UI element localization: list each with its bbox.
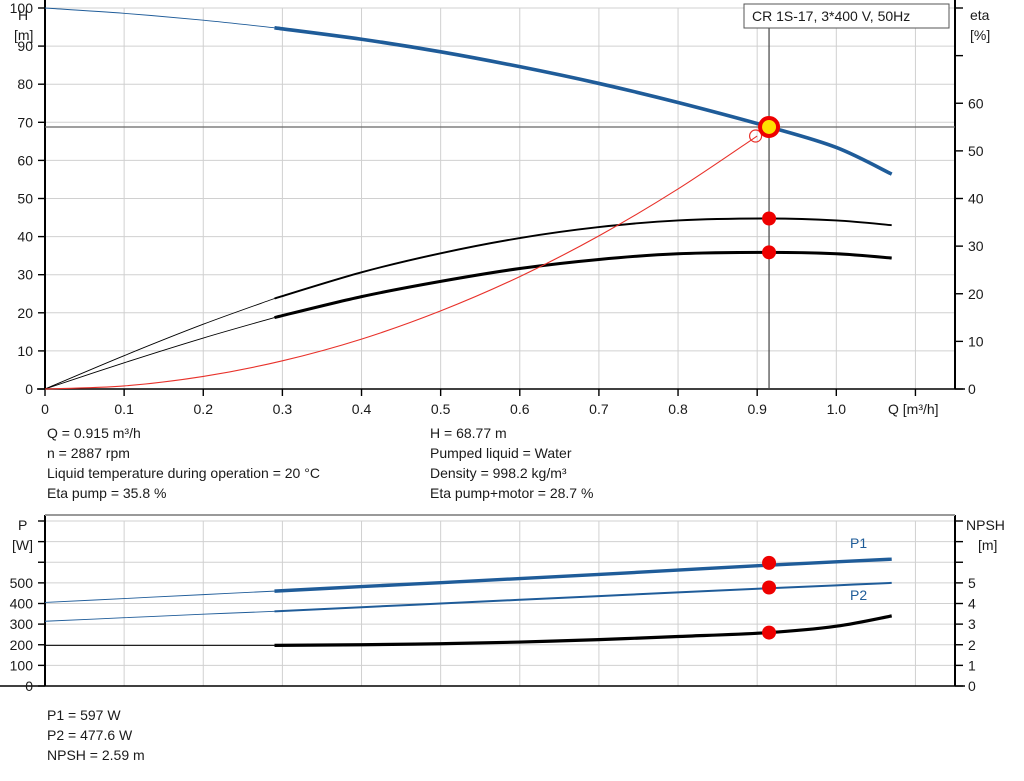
- svg-text:80: 80: [17, 76, 33, 92]
- system-curve-intersection-marker: [748, 129, 763, 143]
- svg-text:300: 300: [10, 616, 34, 632]
- svg-text:60: 60: [17, 152, 33, 168]
- svg-text:90: 90: [17, 38, 33, 54]
- duty-point-guides: [45, 8, 955, 389]
- svg-text:H: H: [18, 7, 28, 23]
- p1-duty-marker: [762, 555, 777, 570]
- svg-text:0.6: 0.6: [510, 401, 530, 417]
- svg-text:200: 200: [10, 637, 34, 653]
- svg-text:0: 0: [25, 678, 33, 694]
- power-npsh-chart: 0 100 200 300 400 500 0 1 2 3 4 5 P [W] NPSH [m] P1 P2: [0, 514, 1005, 694]
- top-curves: [44, 7, 893, 390]
- svg-text:70: 70: [17, 114, 33, 130]
- curve-eta-pump: [274, 217, 892, 300]
- svg-text:0.3: 0.3: [273, 401, 293, 417]
- svg-text:0: 0: [968, 381, 976, 397]
- svg-text:0.1: 0.1: [114, 401, 134, 417]
- svg-text:30: 30: [17, 267, 33, 283]
- svg-text:P: P: [18, 517, 27, 533]
- svg-text:0.7: 0.7: [589, 401, 609, 417]
- bottom-markers: [762, 555, 777, 640]
- curve-system: [44, 135, 758, 390]
- bottom-axes: [0, 514, 965, 687]
- svg-text:0.2: 0.2: [194, 401, 214, 417]
- svg-text:0.4: 0.4: [352, 401, 372, 417]
- svg-text:1: 1: [968, 657, 976, 673]
- curve-head: [274, 26, 893, 176]
- chart-title-box: [743, 3, 950, 29]
- svg-text:10: 10: [968, 333, 984, 349]
- info-n: n = 2887 rpm: [47, 445, 130, 461]
- curve-eta-pump-motor: [274, 250, 892, 320]
- svg-text:eta: eta: [970, 7, 990, 23]
- info-block-bottom: P1 = 597 W P2 = 477.6 W NPSH = 2.59 m: [47, 705, 145, 765]
- chart-title: CR 1S-17, 3*400 V, 50Hz: [752, 8, 910, 24]
- svg-text:100: 100: [10, 657, 34, 673]
- svg-text:100: 100: [10, 0, 34, 16]
- svg-text:Q [m³/h]: Q [m³/h]: [888, 401, 939, 417]
- svg-text:60: 60: [968, 95, 984, 111]
- svg-text:[W]: [W]: [12, 537, 33, 553]
- curve-eta-pump-motor-thin: [44, 317, 275, 390]
- svg-text:3: 3: [968, 616, 976, 632]
- top-markers: [748, 115, 781, 260]
- info-pumped-liquid: Pumped liquid = Water: [430, 445, 572, 461]
- curve-npsh: [274, 614, 892, 647]
- info-npsh: NPSH = 2.59 m: [47, 747, 145, 763]
- svg-text:20: 20: [17, 305, 33, 321]
- npsh-duty-marker: [762, 625, 777, 640]
- curve-eta-pump-thin: [44, 298, 275, 390]
- svg-text:40: 40: [968, 191, 984, 207]
- p2-curve-label: P2: [850, 587, 867, 603]
- info-liquid-temperature: Liquid temperature during operation = 20…: [47, 465, 320, 481]
- svg-text:0.8: 0.8: [668, 401, 688, 417]
- svg-text:0: 0: [25, 381, 33, 397]
- svg-text:[m]: [m]: [978, 537, 997, 553]
- curve-p1: [274, 557, 892, 593]
- info-p2: P2 = 477.6 W: [47, 727, 133, 743]
- svg-text:30: 30: [968, 238, 984, 254]
- svg-text:4: 4: [968, 596, 976, 612]
- svg-text:NPSH: NPSH: [966, 517, 1005, 533]
- head-eta-chart: 0 10 20 30 40 50 60 70 80 90 100 0 10 20 30 40 50 60 0 0.1 0…: [10, 0, 990, 417]
- svg-text:10: 10: [17, 343, 33, 359]
- top-gridlines: [44, 7, 955, 390]
- info-p1: P1 = 597 W: [47, 707, 121, 723]
- p1-curve-label: P1: [850, 535, 867, 551]
- info-density: Density = 998.2 kg/m³: [430, 465, 567, 481]
- info-h: H = 68.77 m: [430, 425, 507, 441]
- bottom-curves: [44, 557, 892, 647]
- eta-pump-marker: [762, 211, 777, 226]
- svg-text:20: 20: [968, 286, 984, 302]
- svg-text:400: 400: [10, 596, 34, 612]
- curve-p1-thin: [44, 590, 275, 603]
- duty-point-marker[interactable]: [758, 115, 781, 138]
- info-q: Q = 0.915 m³/h: [47, 425, 141, 441]
- svg-text:0: 0: [968, 678, 976, 694]
- p2-duty-marker: [762, 580, 777, 595]
- info-block-right: H = 68.77 m Pumped liquid = Water Densit…: [430, 423, 593, 503]
- curve-p2: [274, 581, 892, 613]
- eta-pump-motor-marker: [762, 245, 777, 260]
- svg-text:40: 40: [17, 229, 33, 245]
- svg-text:[m]: [m]: [14, 27, 33, 43]
- svg-text:500: 500: [10, 575, 34, 591]
- svg-text:50: 50: [968, 143, 984, 159]
- svg-text:50: 50: [17, 191, 33, 207]
- svg-text:2: 2: [968, 637, 976, 653]
- svg-text:0.9: 0.9: [747, 401, 767, 417]
- info-eta-pump: Eta pump = 35.8 %: [47, 485, 167, 501]
- info-block-left: Q = 0.915 m³/h n = 2887 rpm Liquid tempe…: [47, 423, 320, 503]
- svg-text:5: 5: [968, 575, 976, 591]
- bottom-gridlines: [44, 520, 955, 687]
- info-eta-pump-motor: Eta pump+motor = 28.7 %: [430, 485, 594, 501]
- svg-text:0: 0: [41, 401, 49, 417]
- svg-text:[%]: [%]: [970, 27, 990, 43]
- svg-text:1.0: 1.0: [827, 401, 847, 417]
- top-axes: [37, 0, 965, 396]
- svg-text:0.5: 0.5: [431, 401, 451, 417]
- curve-p2-thin: [44, 610, 275, 622]
- curve-head-thin: [44, 7, 275, 29]
